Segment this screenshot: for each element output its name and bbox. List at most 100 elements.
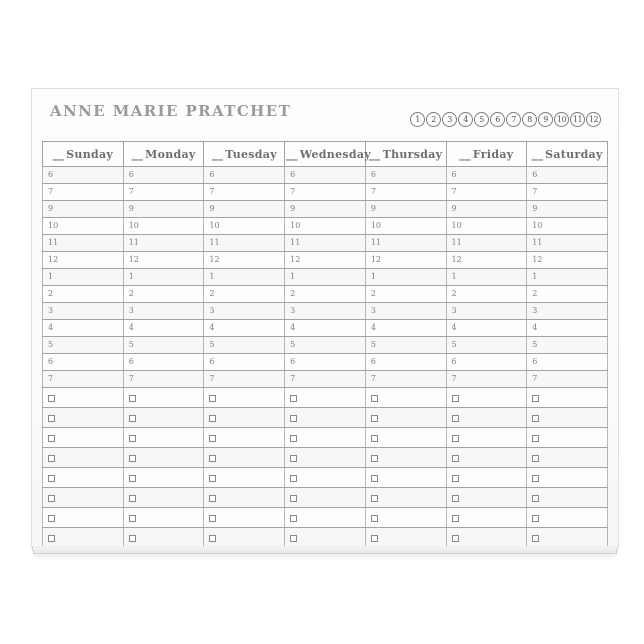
task-cell [526, 407, 608, 428]
checkbox-icon [290, 435, 298, 442]
checkbox-icon [290, 475, 298, 482]
task-cell [364, 507, 447, 528]
task-cell [364, 467, 447, 488]
hour-cell: 1 [42, 268, 124, 286]
day-header-cell: __ Thursday [364, 141, 447, 167]
hour-cell: 4 [364, 319, 447, 337]
week-number-circle: 3 [442, 112, 457, 127]
hour-cell: 6 [203, 166, 286, 184]
checkbox-icon [451, 475, 459, 482]
day-header-cell: __ Monday [122, 141, 205, 167]
week-number-circles: 1 2 3 4 5 6 7 8 9 10 11 12 [410, 112, 601, 127]
checkbox-icon [48, 475, 55, 482]
day-label: Monday [145, 147, 196, 161]
week-number-circle: 1 [410, 112, 425, 127]
task-cell [203, 527, 286, 548]
checkbox-icon [128, 475, 136, 482]
hour-cell: 9 [445, 200, 528, 218]
hour-cell: 6 [284, 353, 366, 371]
hour-cell: 12 [364, 251, 447, 269]
hour-cell: 10 [364, 217, 447, 235]
task-cell [526, 427, 608, 448]
task-row [42, 527, 608, 548]
hour-cell: 2 [526, 285, 608, 303]
date-blank: __ [459, 147, 471, 161]
task-cell [42, 387, 124, 408]
hour-cell: 11 [284, 234, 366, 252]
checkbox-icon [209, 415, 217, 422]
date-blank: __ [286, 147, 298, 161]
task-cell [122, 467, 205, 488]
checkbox-icon [48, 435, 55, 442]
hour-cell: 11 [122, 234, 205, 252]
task-row [42, 467, 608, 488]
hour-cell: 4 [122, 319, 205, 337]
schedule-table: __ Sunday __ Monday __ Tuesday __ Wednesday __ Th… [42, 141, 608, 548]
day-header-cell: __ Sunday [42, 141, 124, 167]
checkbox-icon [532, 495, 540, 502]
date-blank: __ [52, 147, 65, 161]
hour-cell: 7 [122, 370, 205, 388]
hour-cell: 2 [284, 285, 366, 303]
task-cell [42, 467, 124, 488]
checkbox-icon [532, 535, 540, 542]
hour-cell: 5 [203, 336, 286, 354]
task-cell [42, 427, 124, 448]
task-cell [203, 387, 286, 408]
hour-cell: 9 [203, 200, 286, 218]
hour-cell: 3 [203, 302, 286, 320]
hour-cell: 3 [42, 302, 124, 320]
day-label: Friday [472, 147, 514, 161]
task-cell [364, 487, 447, 508]
week-number-circle: 6 [490, 112, 505, 127]
task-row [42, 427, 608, 448]
checkbox-icon [451, 455, 459, 462]
checkbox-icon [370, 395, 378, 402]
task-cell [445, 507, 528, 528]
hour-row: 12 12 12 12 12 12 12 [42, 251, 608, 269]
task-row [42, 507, 608, 528]
hour-cell: 6 [364, 166, 447, 184]
day-label: Saturday [545, 147, 603, 161]
hour-cell: 6 [445, 166, 528, 184]
hour-cell: 5 [284, 336, 366, 354]
checkbox-icon [48, 415, 55, 422]
hour-cell: 5 [526, 336, 608, 354]
checkbox-icon [209, 455, 217, 462]
hour-cell: 3 [364, 302, 447, 320]
checkbox-icon [48, 515, 55, 522]
checkbox-icon [532, 475, 540, 482]
task-cell [445, 407, 528, 428]
hour-cell: 4 [445, 319, 528, 337]
hour-cell: 2 [364, 285, 447, 303]
day-header-cell: __ Tuesday [203, 141, 286, 167]
hour-cell: 10 [284, 217, 366, 235]
checkbox-icon [451, 535, 459, 542]
hour-cell: 4 [203, 319, 286, 337]
task-cell [526, 507, 608, 528]
hour-cell: 6 [445, 353, 528, 371]
hour-cell: 6 [526, 166, 608, 184]
task-cell [364, 527, 447, 548]
task-row [42, 447, 608, 468]
task-cell [122, 427, 205, 448]
checkbox-icon [290, 515, 298, 522]
hour-cell: 10 [42, 217, 124, 235]
date-blank: __ [131, 147, 144, 161]
checkbox-icon [290, 535, 298, 542]
task-cell [203, 467, 286, 488]
hour-cell: 1 [364, 268, 447, 286]
week-number-circle: 12 [586, 112, 601, 127]
hour-cell: 6 [203, 353, 286, 371]
hour-cell: 6 [122, 166, 205, 184]
checkbox-icon [48, 495, 55, 502]
hour-cell: 10 [122, 217, 205, 235]
checkbox-icon [128, 455, 136, 462]
checkbox-icon [370, 535, 378, 542]
